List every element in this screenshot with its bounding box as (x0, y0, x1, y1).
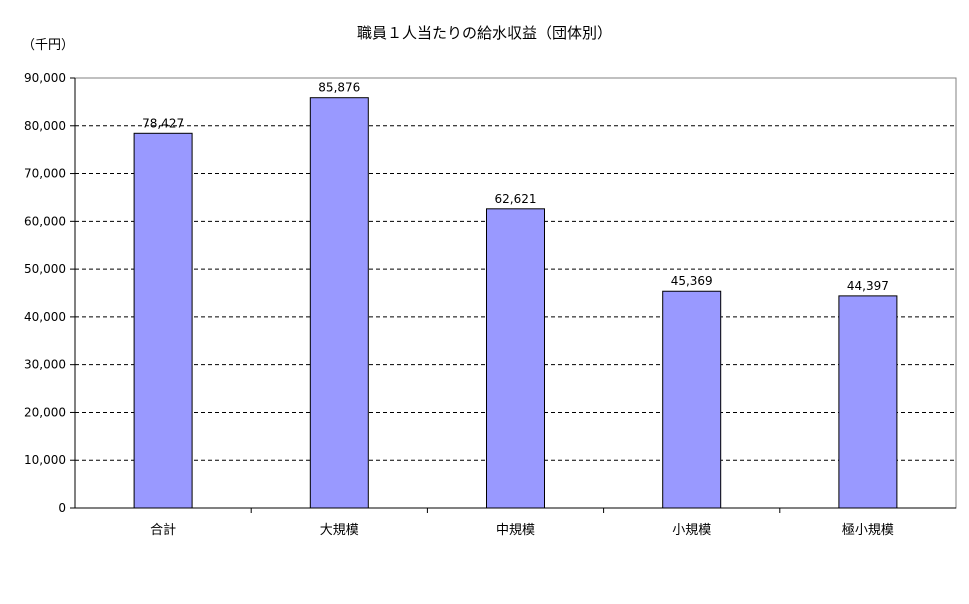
x-tick-label: 合計 (150, 522, 176, 538)
bar (838, 295, 898, 509)
x-tick-label: 大規模 (320, 523, 359, 538)
data-label: 85,876 (318, 81, 360, 95)
bar (486, 208, 545, 509)
y-tick-label: 50,000 (24, 262, 66, 276)
bar (662, 290, 722, 509)
data-label: 62,621 (495, 192, 537, 206)
y-tick-label: 0 (58, 501, 66, 515)
data-label: 78,427 (142, 116, 184, 130)
y-tick-label: 10,000 (24, 453, 66, 467)
y-tick-label: 20,000 (24, 405, 66, 419)
x-tick-label: 極小規模 (842, 522, 894, 538)
x-tick-label: 小規模 (672, 523, 711, 538)
y-tick-label: 70,000 (24, 167, 66, 181)
bar (309, 97, 369, 509)
chart-title: 職員１人当たりの給水収益（団体別） (356, 24, 612, 42)
y-tick-label: 40,000 (24, 310, 66, 324)
y-axis-unit-label: （千円） (22, 38, 75, 53)
y-tick-label: 90,000 (24, 71, 66, 85)
y-tick-label: 60,000 (24, 214, 66, 228)
y-tick-label: 80,000 (24, 119, 66, 133)
x-tick-label: 中規模 (496, 523, 535, 538)
data-label: 45,369 (671, 274, 713, 288)
bar (133, 132, 193, 509)
y-tick-label: 30,000 (24, 358, 66, 372)
data-label: 44,397 (847, 279, 889, 293)
